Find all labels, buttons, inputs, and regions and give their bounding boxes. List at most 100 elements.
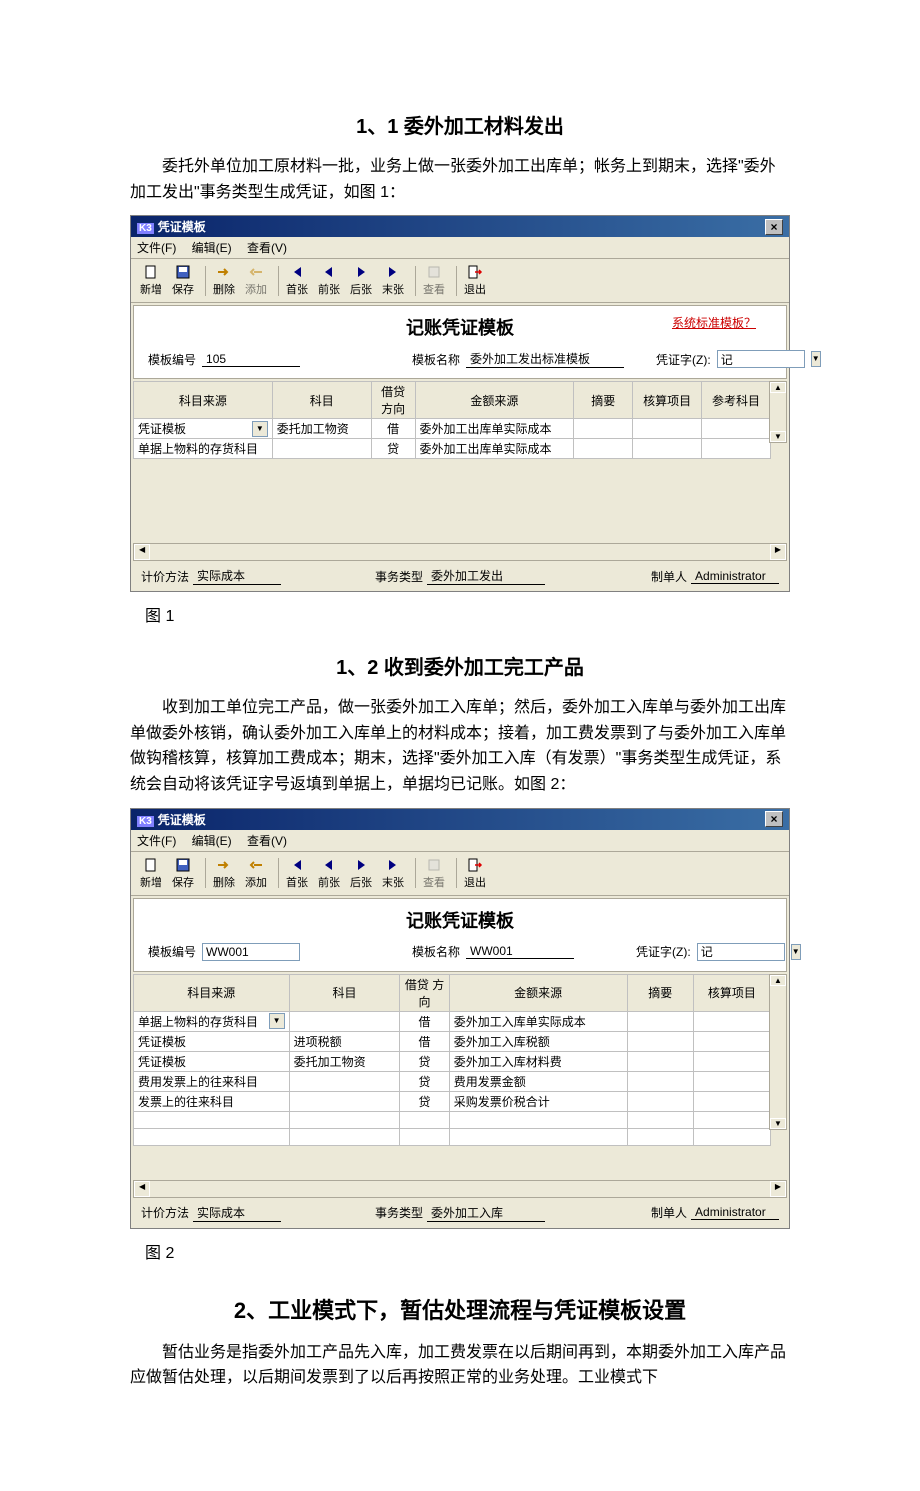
delete-button[interactable]: 删除 (210, 856, 238, 891)
table-row[interactable]: 单据上物料的存货科目 贷委外加工出库单实际成本 (134, 439, 771, 459)
grid-cell[interactable]: 发票上的往来科目 (134, 1091, 290, 1111)
horizontal-scrollbar[interactable] (133, 543, 787, 561)
grid-cell[interactable] (693, 1031, 770, 1051)
grid-cell[interactable] (633, 439, 702, 459)
grid-cell[interactable] (627, 1111, 693, 1128)
grid-cell[interactable]: 单据上物料的存货科目▼ (134, 1011, 290, 1031)
grid-cell[interactable]: 单据上物料的存货科目 (134, 439, 273, 459)
grid-cell[interactable]: 委外加工出库单实际成本 (415, 419, 574, 439)
grid-cell[interactable] (289, 1128, 400, 1145)
grid-cell[interactable] (702, 419, 771, 439)
grid-cell[interactable] (400, 1128, 449, 1145)
grid-cell[interactable]: 借 (400, 1011, 449, 1031)
grid-cell[interactable]: 委外加工出库单实际成本 (415, 439, 574, 459)
grid-cell[interactable]: 委外加工入库材料费 (449, 1051, 627, 1071)
grid-cell[interactable] (449, 1111, 627, 1128)
grid-cell[interactable] (627, 1091, 693, 1111)
menu-edit[interactable]: 编辑(E) (192, 834, 232, 848)
grid-cell[interactable]: 凭证模板 (134, 1051, 290, 1071)
system-template-link[interactable]: 系统标准模板？ (672, 314, 756, 331)
menu-file[interactable]: 文件(F) (137, 241, 176, 255)
next-button[interactable]: 后张 (347, 856, 375, 891)
grid-cell[interactable]: 费用发票金额 (449, 1071, 627, 1091)
grid-cell[interactable]: 费用发票上的往来科目 (134, 1071, 290, 1091)
grid-cell[interactable] (289, 1091, 400, 1111)
table-row[interactable] (134, 1111, 771, 1128)
last-button[interactable]: 末张 (379, 263, 407, 298)
new-button[interactable]: 新增 (137, 856, 165, 891)
grid-cell[interactable]: 贷 (400, 1051, 449, 1071)
table-row[interactable]: 单据上物料的存货科目▼ 借委外加工入库单实际成本 (134, 1011, 771, 1031)
grid-cell[interactable] (289, 1111, 400, 1128)
grid-cell[interactable] (693, 1011, 770, 1031)
grid-cell[interactable] (627, 1128, 693, 1145)
table-row[interactable] (134, 1128, 771, 1145)
add-button[interactable]: 添加 (242, 263, 270, 298)
grid-cell[interactable] (693, 1091, 770, 1111)
rename-button[interactable]: 查看 (420, 263, 448, 298)
menu-file[interactable]: 文件(F) (137, 834, 176, 848)
vertical-scrollbar[interactable] (769, 381, 787, 443)
horizontal-scrollbar[interactable] (133, 1180, 787, 1198)
first-button[interactable]: 首张 (283, 856, 311, 891)
table-row[interactable]: 凭证模板委托加工物资贷委外加工入库材料费 (134, 1051, 771, 1071)
grid-cell[interactable] (449, 1128, 627, 1145)
grid-cell[interactable]: 凭证模板▼ (134, 419, 273, 439)
table-row[interactable]: 发票上的往来科目 贷采购发票价税合计 (134, 1091, 771, 1111)
close-icon[interactable]: × (765, 811, 783, 827)
grid-cell[interactable] (134, 1128, 290, 1145)
exit-button[interactable]: 退出 (461, 856, 489, 891)
chevron-down-icon[interactable]: ▼ (811, 351, 821, 367)
menu-edit[interactable]: 编辑(E) (192, 241, 232, 255)
grid-cell[interactable]: 贷 (400, 1071, 449, 1091)
save-button[interactable]: 保存 (169, 856, 197, 891)
grid-cell[interactable] (627, 1051, 693, 1071)
grid-cell[interactable] (702, 439, 771, 459)
grid-cell[interactable]: 借 (400, 1031, 449, 1051)
grid-cell[interactable]: 委托加工物资 (289, 1051, 400, 1071)
grid-cell[interactable] (289, 1071, 400, 1091)
grid-cell[interactable] (574, 419, 633, 439)
grid-cell[interactable] (627, 1011, 693, 1031)
grid-cell[interactable]: 委外加工入库税额 (449, 1031, 627, 1051)
grid-cell[interactable] (693, 1071, 770, 1091)
grid-cell[interactable] (693, 1051, 770, 1071)
grid-cell[interactable]: 贷 (371, 439, 415, 459)
vertical-scrollbar[interactable] (769, 974, 787, 1130)
grid-cell[interactable]: 委外加工入库单实际成本 (449, 1011, 627, 1031)
menu-view[interactable]: 查看(V) (247, 834, 287, 848)
templ-no-input[interactable] (202, 943, 300, 961)
first-button[interactable]: 首张 (283, 263, 311, 298)
grid-cell[interactable] (627, 1071, 693, 1091)
next-button[interactable]: 后张 (347, 263, 375, 298)
grid-cell[interactable] (272, 439, 371, 459)
voucher-word-select[interactable] (717, 350, 805, 368)
prev-button[interactable]: 前张 (315, 263, 343, 298)
grid-cell[interactable]: 委托加工物资 (272, 419, 371, 439)
exit-button[interactable]: 退出 (461, 263, 489, 298)
prev-button[interactable]: 前张 (315, 856, 343, 891)
grid-cell[interactable]: 凭证模板 (134, 1031, 290, 1051)
new-button[interactable]: 新增 (137, 263, 165, 298)
chevron-down-icon[interactable]: ▼ (252, 421, 268, 437)
grid-cell[interactable]: 贷 (400, 1091, 449, 1111)
delete-button[interactable]: 删除 (210, 263, 238, 298)
menu-view[interactable]: 查看(V) (247, 241, 287, 255)
grid-cell[interactable]: 进项税额 (289, 1031, 400, 1051)
add-button[interactable]: 添加 (242, 856, 270, 891)
chevron-down-icon[interactable]: ▼ (791, 944, 801, 960)
grid-cell[interactable] (693, 1111, 770, 1128)
grid-cell[interactable]: 借 (371, 419, 415, 439)
table-row[interactable]: 费用发票上的往来科目 贷费用发票金额 (134, 1071, 771, 1091)
grid-cell[interactable] (289, 1011, 400, 1031)
last-button[interactable]: 末张 (379, 856, 407, 891)
close-icon[interactable]: × (765, 219, 783, 235)
grid-cell[interactable] (693, 1128, 770, 1145)
rename-button[interactable]: 查看 (420, 856, 448, 891)
grid-cell[interactable] (627, 1031, 693, 1051)
grid-cell[interactable] (400, 1111, 449, 1128)
voucher-word-select[interactable] (697, 943, 785, 961)
save-button[interactable]: 保存 (169, 263, 197, 298)
grid-cell[interactable]: 采购发票价税合计 (449, 1091, 627, 1111)
grid-cell[interactable] (633, 419, 702, 439)
